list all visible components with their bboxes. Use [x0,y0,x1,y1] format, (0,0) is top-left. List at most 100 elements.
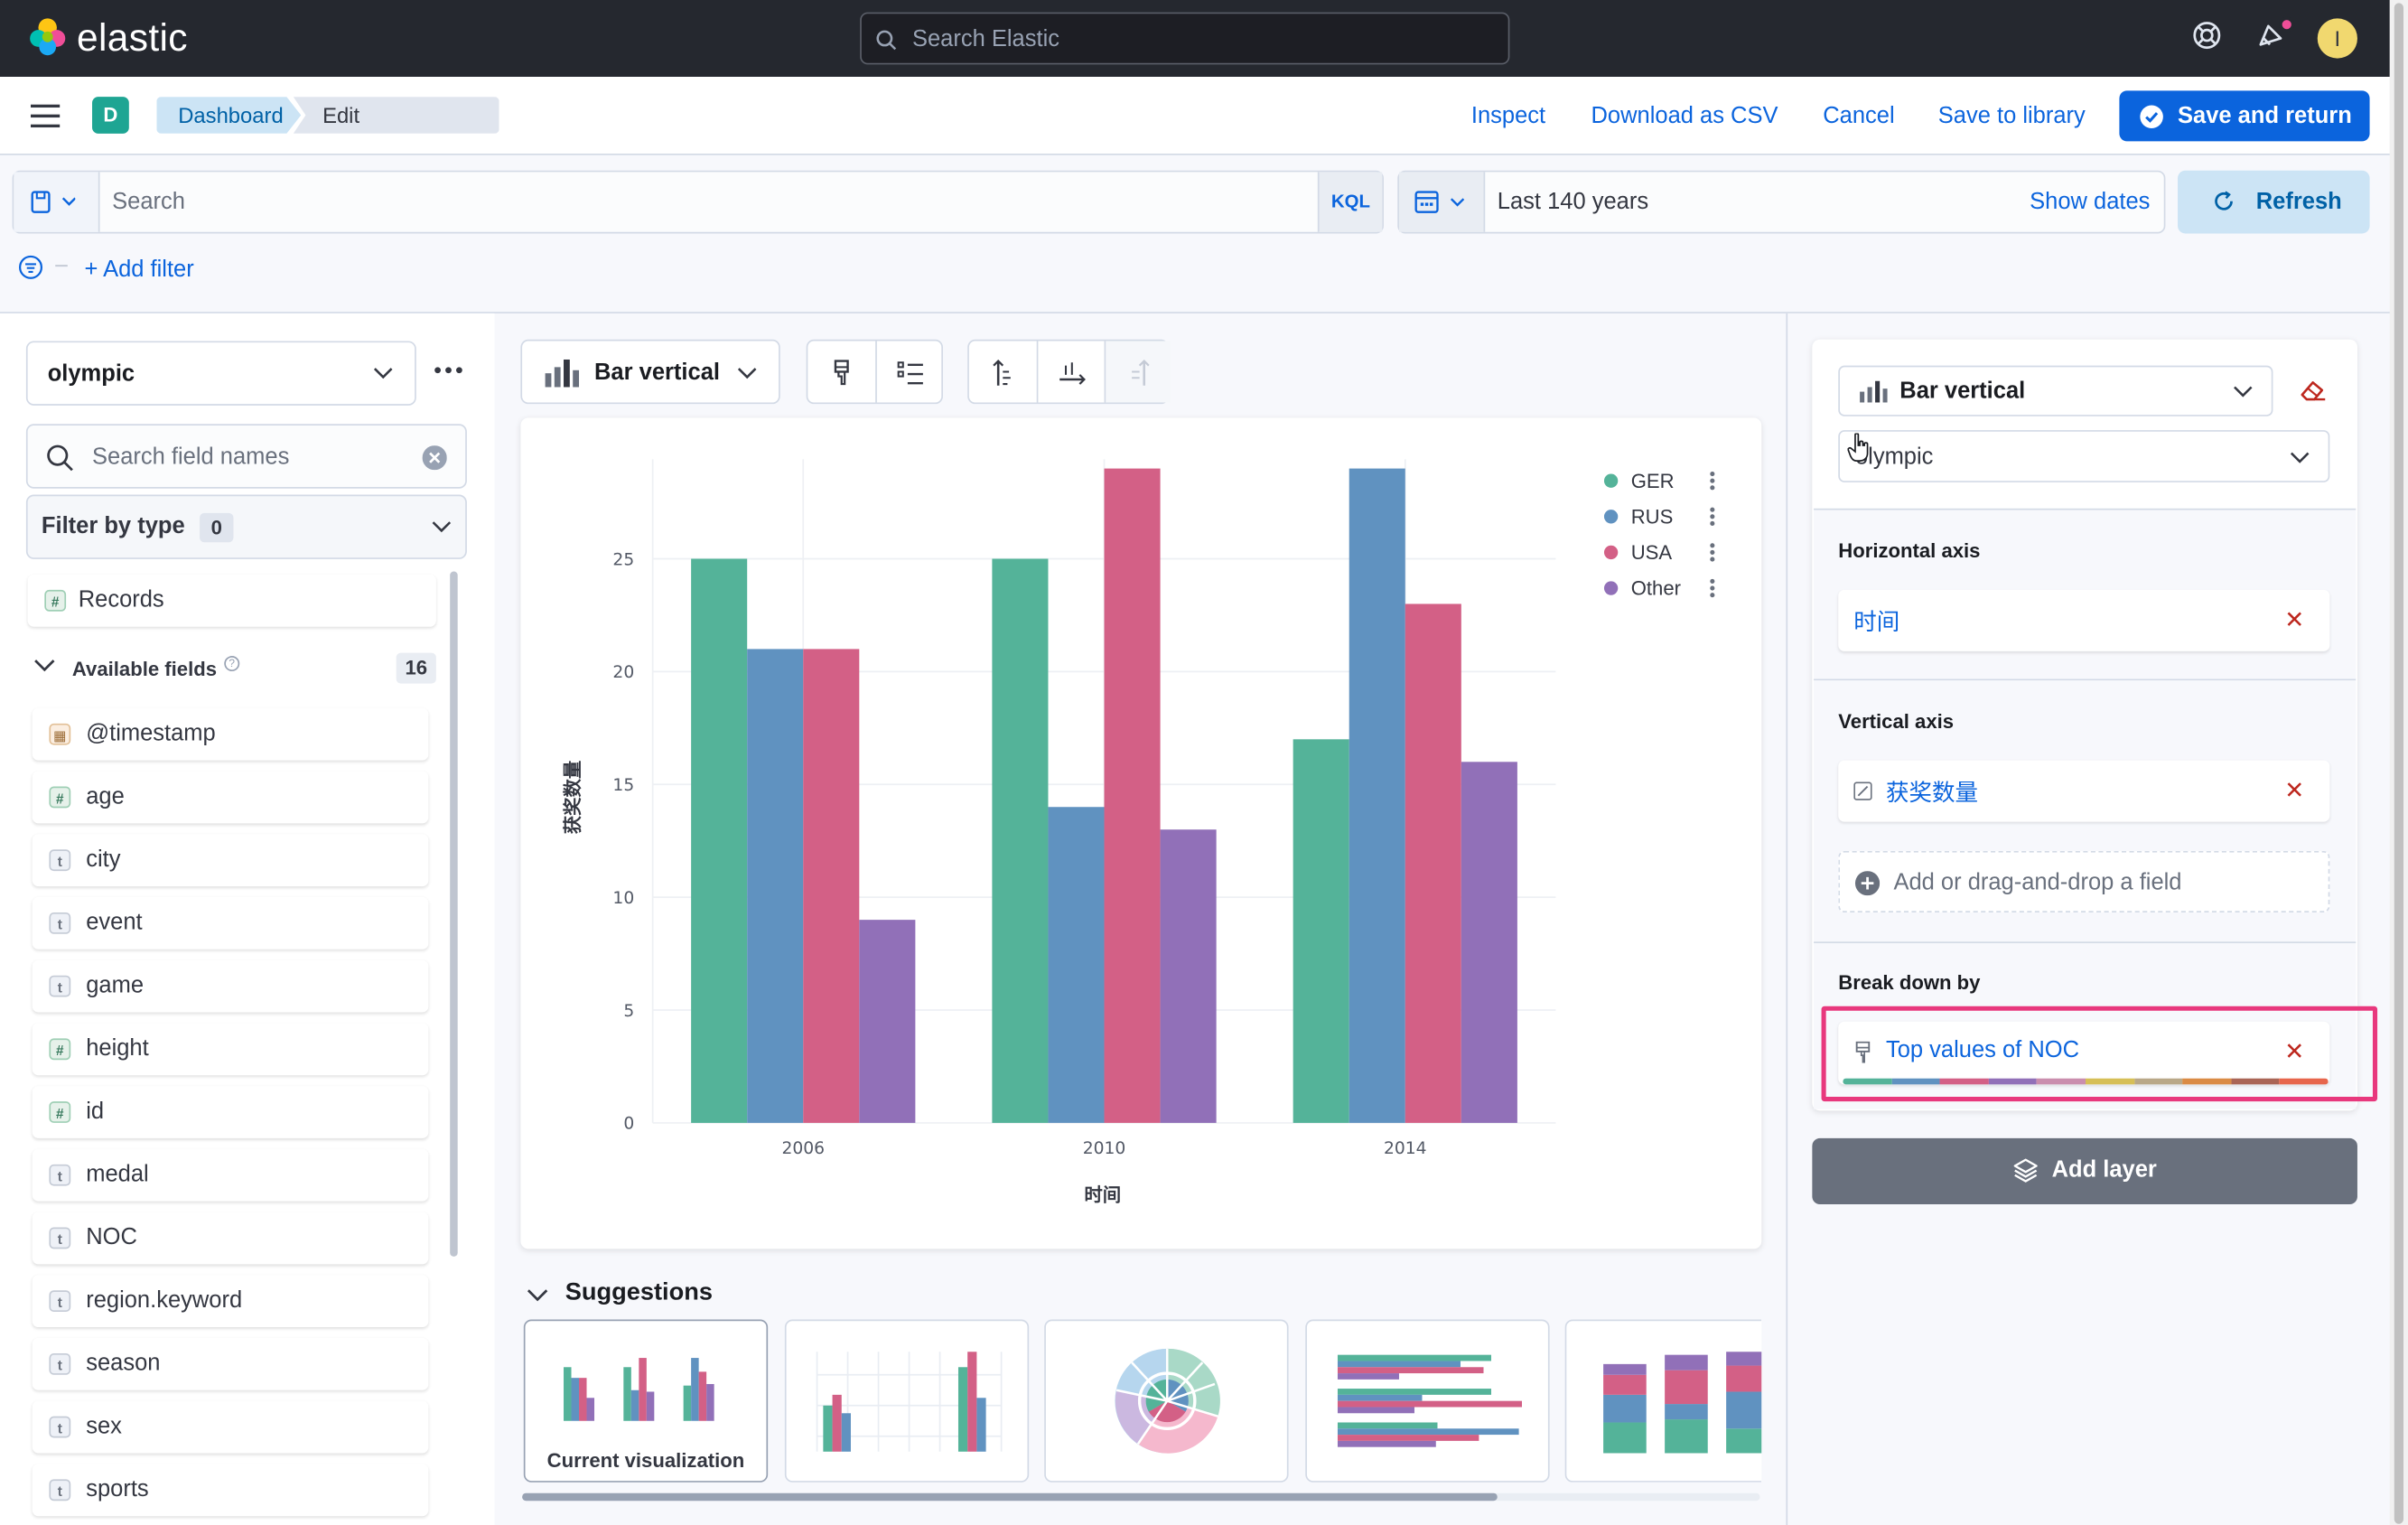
elastic-logo-icon[interactable] [28,17,68,57]
field-item[interactable]: t sex [32,1400,429,1454]
show-dates-link[interactable]: Show dates [2030,189,2151,216]
left-axis-button[interactable] [969,341,1035,402]
bar-ger-2006[interactable] [691,558,748,1123]
filter-by-type-button[interactable]: Filter by type 0 [25,494,467,559]
bar-other-2006[interactable] [859,920,916,1123]
inspect-link[interactable]: Inspect [1470,102,1546,129]
save-and-return-button[interactable]: Save and return [2119,90,2370,142]
info-icon[interactable]: ? [224,656,240,672]
data-view-picker[interactable]: olympic [25,341,416,406]
legend-label[interactable]: Other [1631,577,1681,600]
field-item[interactable]: t city [32,834,429,887]
clear-layer-icon[interactable] [2299,378,2327,402]
space-avatar[interactable]: D [92,97,129,134]
x-tick-label: 2006 [781,1139,825,1158]
break-down-field: Top values of NOC [1885,1036,2080,1063]
remove-icon[interactable] [2287,612,2302,627]
field-item[interactable]: t region.keyword [32,1275,429,1328]
suggestions-scrollbar[interactable] [522,1492,1498,1502]
suggestion-stacked-bar[interactable] [1564,1319,1762,1483]
legend-options-button[interactable] [875,341,941,403]
suggestion-horizontal-bar[interactable] [1305,1319,1550,1483]
kql-language-toggle[interactable]: KQL [1317,172,1383,232]
right-axis-button[interactable] [1104,341,1171,403]
saved-query-menu-button[interactable] [14,172,100,232]
suggestion-bar-alt[interactable] [784,1319,1030,1483]
field-item[interactable]: # id [32,1086,429,1138]
filter-menu-icon[interactable] [18,255,70,279]
field-item[interactable]: t sports [32,1464,429,1517]
field-item[interactable]: t game [32,959,429,1013]
remove-icon[interactable] [2287,781,2302,797]
bar-usa-2010[interactable] [1104,468,1161,1123]
records-field[interactable]: # Records [27,574,436,627]
vertical-axis-dimension[interactable]: 获奖数量 [1838,760,2330,822]
legend-swatch [1603,545,1619,560]
legend-actions-icon[interactable] [1710,578,1715,598]
bar-ger-2014[interactable] [1293,739,1349,1123]
suggestion-thumbnail [1603,1352,1762,1454]
page-scrollbar[interactable] [2389,0,2408,1525]
available-fields-header[interactable]: Available fields ? [33,654,240,680]
add-field-button[interactable]: Add or drag-and-drop a field [1838,850,2330,912]
news-feed-icon[interactable] [2256,20,2287,51]
user-avatar[interactable]: I [2317,18,2357,59]
bar-usa-2006[interactable] [803,649,860,1123]
scrollbar[interactable] [450,571,458,1257]
field-item[interactable]: t event [32,896,429,950]
add-layer-button[interactable]: Add layer [1812,1137,2357,1205]
add-filter-link[interactable]: + Add filter [84,256,194,283]
suggestion-donut[interactable] [1044,1319,1289,1483]
field-name: city [86,846,121,873]
quick-select-button[interactable] [1398,172,1486,232]
remove-icon[interactable] [2287,1043,2302,1059]
plus-circle-icon [1854,871,1881,896]
field-item[interactable]: # age [32,771,429,824]
field-item[interactable]: t medal [32,1148,429,1202]
legend-label[interactable]: GER [1631,470,1675,492]
bar-rus-2014[interactable] [1349,468,1405,1123]
bar-ger-2010[interactable] [992,558,1049,1123]
field-item[interactable]: # height [32,1023,429,1076]
more-options-icon[interactable] [433,366,463,375]
chart-type-picker[interactable]: Bar vertical [520,339,780,405]
field-item[interactable]: ▦ @timestamp [32,707,429,761]
save-to-library-link[interactable]: Save to library [1937,102,2086,129]
clear-icon[interactable] [422,445,447,471]
bottom-axis-button[interactable] [1036,341,1103,403]
brand-name[interactable]: elastic [77,16,188,61]
horizontal-axis-dimension[interactable]: 时间 [1838,589,2330,651]
bar-usa-2014[interactable] [1405,603,1461,1123]
bar-rus-2010[interactable] [1048,807,1105,1123]
toolbar-group-axes [967,339,1171,405]
bottom-axis-icon [1059,362,1086,385]
bar-other-2014[interactable] [1461,762,1517,1123]
legend-actions-icon[interactable] [1710,471,1715,491]
bar-other-2010[interactable] [1160,829,1217,1123]
break-down-dimension[interactable]: Top values of NOC [1838,1021,2330,1085]
menu-icon[interactable] [31,104,61,128]
visual-options-button[interactable] [807,341,873,402]
legend-actions-icon[interactable] [1710,543,1715,562]
layer-data-view-picker[interactable]: olympic [1838,430,2330,482]
palette-swatch [1891,1078,1940,1085]
time-range-label[interactable]: Last 140 years [1497,189,1649,216]
legend-label[interactable]: RUS [1631,505,1674,528]
legend-actions-icon[interactable] [1710,507,1715,527]
field-item[interactable]: t season [32,1337,429,1390]
refresh-button[interactable]: Refresh [2178,170,2370,234]
field-search-input[interactable]: Search field names [25,424,467,489]
legend-swatch [1603,581,1619,595]
field-item[interactable]: t NOC [32,1212,429,1265]
layer-chart-type-picker[interactable]: Bar vertical [1838,365,2273,416]
global-search-input[interactable]: Search Elastic [860,12,1510,65]
suggestion-current-visualization[interactable]: Current visualization [523,1319,769,1483]
help-icon[interactable] [2191,20,2222,51]
breadcrumb-dashboard[interactable]: Dashboard [156,97,302,134]
cancel-link[interactable]: Cancel [1823,102,1895,129]
download-csv-link[interactable]: Download as CSV [1591,102,1778,129]
legend-label[interactable]: USA [1631,541,1673,564]
query-search-input[interactable]: Search [112,189,185,216]
bar-rus-2006[interactable] [747,649,804,1123]
string-type-icon: t [49,1290,71,1313]
